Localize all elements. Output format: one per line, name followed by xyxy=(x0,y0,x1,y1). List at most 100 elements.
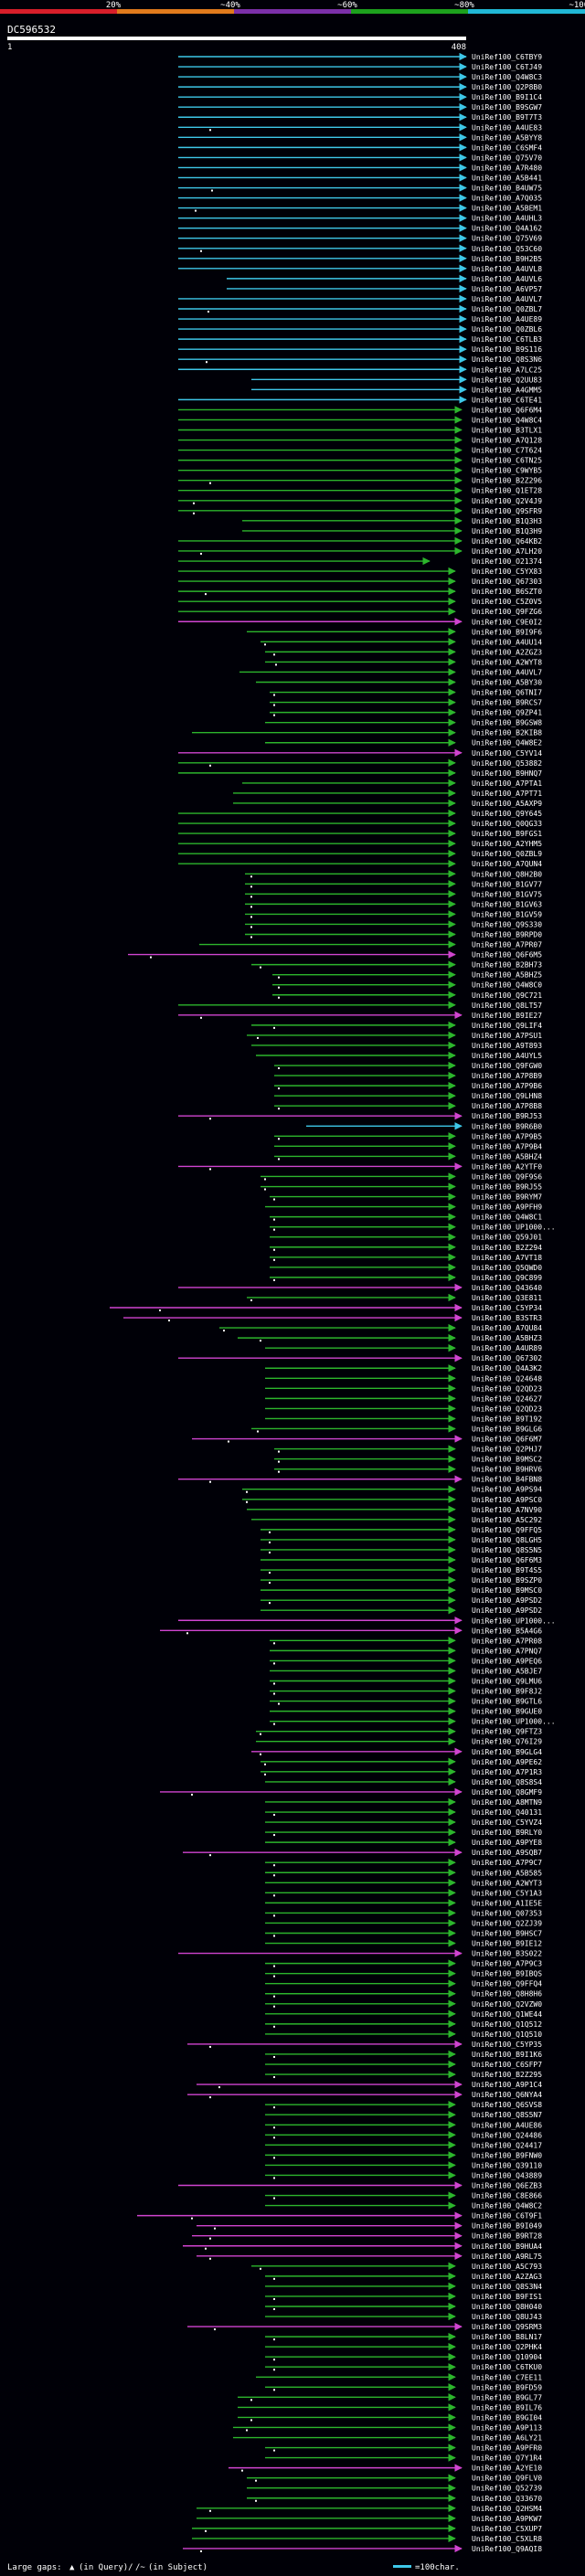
hit-id-label[interactable]: UniRef100_B9GI04 xyxy=(472,2413,542,2422)
hit-id-label[interactable]: UniRef100_Q9C721 xyxy=(472,991,542,1000)
hit-row[interactable]: UniRef100_Q43889 xyxy=(265,2171,542,2179)
hit-id-label[interactable]: UniRef100_A2ZAG3 xyxy=(472,2273,542,2281)
hit-row[interactable]: UniRef100_B9FGS1 xyxy=(178,829,542,838)
hit-row[interactable]: UniRef100_Q8H8H6 xyxy=(265,1989,542,1998)
hit-row[interactable]: UniRef100_Q40131 xyxy=(265,1807,542,1817)
hit-row[interactable]: UniRef100_Q9FFQ4 xyxy=(265,1979,542,1988)
hit-id-label[interactable]: UniRef100_B1GV59 xyxy=(472,910,542,918)
hit-id-label[interactable]: UniRef100_B6SZT0 xyxy=(472,588,542,596)
hit-id-label[interactable]: UniRef100_A4UYL5 xyxy=(472,1052,542,1060)
hit-id-label[interactable]: UniRef100_B9HUA4 xyxy=(472,2242,542,2251)
hit-row[interactable]: UniRef100_B9IE12 xyxy=(265,1939,542,1948)
hit-row[interactable]: UniRef100_Q43640 xyxy=(178,1283,542,1292)
hit-row[interactable]: UniRef100_Q24648 xyxy=(265,1374,542,1383)
hit-row[interactable]: UniRef100_B9MSC0 xyxy=(261,1585,542,1595)
hit-row[interactable]: UniRef100_Q9C721 xyxy=(272,991,542,1000)
hit-row[interactable]: UniRef100_A7PR08 xyxy=(270,1637,542,1645)
hit-id-label[interactable]: UniRef100_B4FBN8 xyxy=(472,1476,542,1484)
hit-id-label[interactable]: UniRef100_B9GSW8 xyxy=(472,719,542,727)
hit-row[interactable]: UniRef100_A7P9B4 xyxy=(274,1142,542,1150)
hit-row[interactable]: UniRef100_C6SMF4 xyxy=(178,143,542,152)
hit-row[interactable]: UniRef100_B9IBQS xyxy=(265,1969,542,1978)
hit-row[interactable]: UniRef100_Q6EZB3 xyxy=(178,2181,542,2190)
hit-row[interactable]: UniRef100_Q4W8C2 xyxy=(265,2201,542,2210)
hit-id-label[interactable]: UniRef100_Q8S3N4 xyxy=(472,2283,542,2291)
hit-row[interactable]: UniRef100_A2ZAG3 xyxy=(265,2272,542,2281)
hit-id-label[interactable]: UniRef100_Q9SFR9 xyxy=(472,507,542,515)
hit-row[interactable]: UniRef100_B9HNQ7 xyxy=(178,769,542,778)
hit-id-label[interactable]: UniRef100_A9RL75 xyxy=(472,2253,542,2261)
hit-row[interactable]: UniRef100_B9SZP0 xyxy=(261,1575,542,1585)
hit-id-label[interactable]: UniRef100_B9MSC0 xyxy=(472,1586,542,1595)
hit-row[interactable]: UniRef100_C5XLR8 xyxy=(192,2534,542,2543)
hit-id-label[interactable]: UniRef100_Q9FLV0 xyxy=(472,2475,542,2483)
hit-row[interactable]: UniRef100_B9GLG6 xyxy=(251,1425,542,1433)
hit-id-label[interactable]: UniRef100_O21374 xyxy=(472,557,542,566)
hit-id-label[interactable]: UniRef100_A9PSD2 xyxy=(472,1596,542,1605)
hit-id-label[interactable]: UniRef100_A7Q035 xyxy=(472,195,542,203)
hit-id-label[interactable]: UniRef100_Q8GMF9 xyxy=(472,1788,542,1797)
hit-id-label[interactable]: UniRef100_A4UHL3 xyxy=(472,215,542,223)
hit-row[interactable]: UniRef100_C6T9F1 xyxy=(137,2211,542,2221)
hit-id-label[interactable]: UniRef100_Q2QD23 xyxy=(472,1405,542,1413)
hit-row[interactable]: UniRef100_C6TN25 xyxy=(178,456,542,465)
hit-row[interactable]: UniRef100_C6TKU0 xyxy=(265,2363,542,2371)
hit-row[interactable]: UniRef100_Q8LGH5 xyxy=(261,1535,542,1544)
hit-id-label[interactable]: UniRef100_A7P9C3 xyxy=(472,1960,542,1968)
hit-row[interactable]: UniRef100_A7LC25 xyxy=(178,366,542,374)
hit-id-label[interactable]: UniRef100_C6T9F1 xyxy=(472,2212,542,2221)
hit-row[interactable]: UniRef100_C5Y1A3 xyxy=(265,1889,542,1897)
hit-row[interactable]: UniRef100_A7PNQ7 xyxy=(270,1647,542,1655)
hit-id-label[interactable]: UniRef100_Q4A3K2 xyxy=(472,1364,542,1373)
hit-id-label[interactable]: UniRef100_Q8S3N6 xyxy=(472,355,542,364)
hit-id-label[interactable]: UniRef100_A7QUN4 xyxy=(472,860,542,868)
hit-id-label[interactable]: UniRef100_B8LN17 xyxy=(472,2333,542,2341)
hit-row[interactable]: UniRef100_A9PE62 xyxy=(261,1757,542,1766)
hit-row[interactable]: UniRef100_Q8LT57 xyxy=(178,1001,542,1010)
hit-row[interactable]: UniRef100_B9HRV6 xyxy=(274,1465,542,1474)
hit-id-label[interactable]: UniRef100_Q24627 xyxy=(472,1394,542,1403)
hit-row[interactable]: UniRef100_A1IE5E xyxy=(265,1899,542,1907)
hit-row[interactable]: UniRef100_A7P9C3 xyxy=(265,1959,542,1968)
hit-row[interactable]: UniRef100_Q9C899 xyxy=(270,1273,542,1282)
hit-id-label[interactable]: UniRef100_A5BHZ3 xyxy=(472,1334,542,1342)
hit-id-label[interactable]: UniRef100_A5BHZ4 xyxy=(472,1152,542,1161)
hit-row[interactable]: UniRef100_Q8S3N6 xyxy=(178,355,542,364)
hit-id-label[interactable]: UniRef100_C5YVZ4 xyxy=(472,1818,542,1827)
hit-row[interactable]: UniRef100_A9P1C4 xyxy=(197,2080,542,2089)
hit-row[interactable]: UniRef100_Q2VZW0 xyxy=(265,1999,542,2009)
hit-row[interactable]: UniRef100_Q7Y1R4 xyxy=(265,2454,542,2463)
hit-id-label[interactable]: UniRef100_B9GLG6 xyxy=(472,1425,542,1433)
hit-row[interactable]: UniRef100_A5BHZ3 xyxy=(238,1333,542,1342)
hit-row[interactable]: UniRef100_Q75V70 xyxy=(178,154,542,162)
hit-id-label[interactable]: UniRef100_A7PNQ7 xyxy=(472,1647,542,1655)
hit-row[interactable]: UniRef100_Q9ZP41 xyxy=(270,708,542,717)
hit-id-label[interactable]: UniRef100_Q53C60 xyxy=(472,245,542,253)
hit-id-label[interactable]: UniRef100_C6SMF4 xyxy=(472,143,542,152)
hit-id-label[interactable]: UniRef100_Q1Q510 xyxy=(472,2030,542,2039)
hit-row[interactable]: UniRef100_A4UE83 xyxy=(178,123,542,132)
hit-row[interactable]: UniRef100_A9PYE8 xyxy=(265,1838,542,1847)
hit-row[interactable]: UniRef100_C5YVZ4 xyxy=(265,1818,542,1827)
hit-id-label[interactable]: UniRef100_B9S116 xyxy=(472,345,542,354)
hit-id-label[interactable]: UniRef100_UP1000... xyxy=(472,1617,556,1625)
hit-row[interactable]: UniRef100_Q4W8C3 xyxy=(178,72,542,81)
hit-row[interactable]: UniRef100_Q10904 xyxy=(265,2352,542,2361)
hit-row[interactable]: UniRef100_B3S022 xyxy=(178,1949,542,1958)
hit-row[interactable]: UniRef100_Q9LMU6 xyxy=(270,1677,542,1685)
hit-id-label[interactable]: UniRef100_B5A4G6 xyxy=(472,1627,542,1635)
hit-row[interactable]: UniRef100_Q64KB2 xyxy=(178,536,542,546)
hit-row[interactable]: UniRef100_C5YP34 xyxy=(110,1303,542,1312)
hit-id-label[interactable]: UniRef100_Q8S5N7 xyxy=(472,2111,542,2119)
hit-id-label[interactable]: UniRef100_Q1ET28 xyxy=(472,487,542,495)
hit-row[interactable]: UniRef100_B9GSW8 xyxy=(265,718,542,727)
hit-id-label[interactable]: UniRef100_Q1Q512 xyxy=(472,2020,542,2029)
hit-row[interactable]: UniRef100_Q39110 xyxy=(265,2161,542,2169)
hit-id-label[interactable]: UniRef100_Q76I29 xyxy=(472,1738,542,1746)
hit-row[interactable]: UniRef100_B9GL77 xyxy=(238,2393,542,2401)
hit-row[interactable]: UniRef100_Q24486 xyxy=(265,2131,542,2139)
hit-row[interactable]: UniRef100_B9HUA4 xyxy=(183,2242,542,2251)
hit-row[interactable]: UniRef100_Q24417 xyxy=(265,2141,542,2149)
hit-id-label[interactable]: UniRef100_A9PSD2 xyxy=(472,1606,542,1615)
hit-row[interactable]: UniRef100_B3STR3 xyxy=(123,1313,542,1322)
